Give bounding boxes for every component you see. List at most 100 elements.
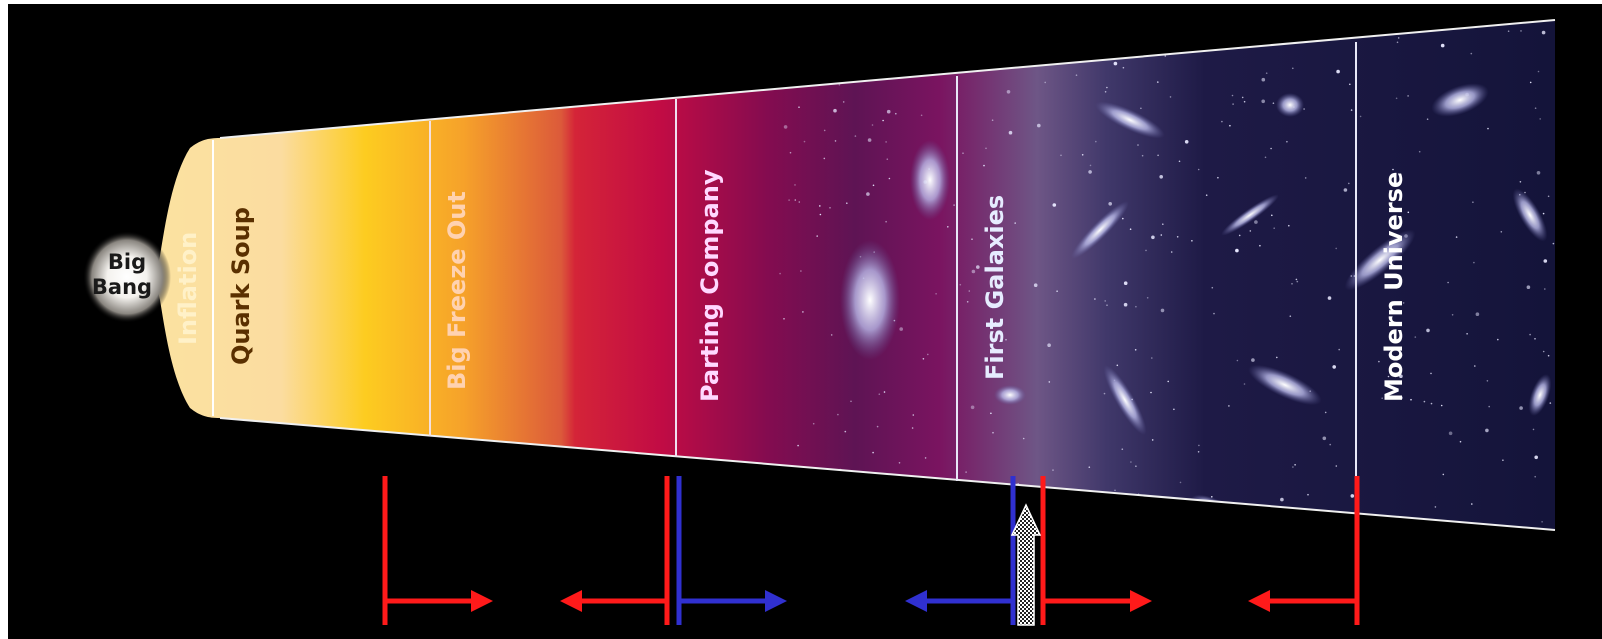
star	[1088, 466, 1091, 469]
arrow-left-icon	[1248, 590, 1270, 612]
star	[1304, 177, 1307, 179]
star	[1322, 436, 1327, 441]
universe-cone	[155, 19, 1556, 531]
star	[885, 141, 887, 143]
star	[1474, 365, 1476, 367]
marker-blue-right	[676, 476, 787, 625]
star	[888, 177, 891, 180]
star	[990, 412, 992, 415]
star	[1145, 249, 1147, 252]
star	[1327, 296, 1332, 300]
star	[1106, 86, 1108, 89]
star	[1137, 144, 1139, 146]
era-label-first-galaxies: First Galaxies	[981, 195, 1009, 380]
star	[1184, 140, 1189, 144]
star	[1056, 290, 1058, 293]
star	[1410, 398, 1412, 401]
star	[1104, 91, 1107, 93]
star	[872, 451, 874, 454]
star	[886, 158, 889, 160]
star	[1329, 443, 1331, 446]
star	[833, 108, 837, 113]
star	[1541, 30, 1546, 35]
galaxy-icon	[1071, 201, 1129, 259]
star	[1459, 440, 1462, 443]
era-label-big-freeze-out: Big Freeze Out	[443, 191, 471, 390]
star	[1396, 41, 1399, 44]
star	[816, 235, 818, 237]
era-label-quark-soup: Quark Soup	[227, 207, 255, 365]
star	[1519, 406, 1523, 410]
star	[1146, 297, 1149, 299]
star	[1343, 188, 1348, 192]
star	[1335, 465, 1338, 467]
star	[1075, 74, 1078, 76]
star	[1488, 405, 1490, 408]
star	[1008, 130, 1013, 135]
star	[1265, 72, 1268, 74]
star	[829, 207, 831, 209]
star	[1471, 503, 1473, 505]
star	[983, 164, 985, 167]
star	[797, 444, 799, 447]
star	[788, 199, 790, 201]
star	[1529, 81, 1532, 84]
star	[1381, 397, 1383, 400]
star	[1497, 338, 1499, 341]
star	[1549, 402, 1552, 404]
star	[1259, 244, 1261, 247]
star	[1442, 473, 1445, 476]
star	[1151, 357, 1153, 359]
star	[1532, 428, 1535, 431]
star	[1534, 338, 1536, 340]
star	[1134, 349, 1137, 351]
star	[1157, 81, 1159, 83]
star	[878, 393, 881, 396]
era-label-inflation: Inflation	[174, 232, 202, 345]
star	[1005, 338, 1007, 341]
star	[1249, 230, 1252, 232]
star	[883, 391, 886, 393]
star	[1095, 140, 1097, 143]
star	[1348, 182, 1350, 185]
star	[1121, 448, 1124, 451]
star	[976, 265, 980, 269]
up-arrow-icon	[1010, 503, 1042, 626]
marker-red-left	[1248, 476, 1360, 625]
star	[1542, 212, 1545, 215]
star	[1108, 202, 1112, 206]
star	[1289, 315, 1292, 318]
arrow-right-icon	[1130, 590, 1152, 612]
star	[1399, 396, 1403, 400]
star	[971, 238, 973, 240]
star	[798, 201, 801, 203]
star	[1547, 354, 1550, 357]
star	[1060, 154, 1062, 157]
star	[1542, 350, 1545, 353]
star	[1485, 428, 1489, 433]
star	[1350, 494, 1355, 498]
star	[1103, 392, 1106, 395]
star	[783, 125, 788, 129]
arrow-left-icon	[905, 590, 927, 612]
star	[1487, 127, 1489, 130]
star	[1519, 181, 1522, 183]
star	[1296, 280, 1299, 283]
star	[966, 301, 969, 303]
star	[885, 220, 887, 223]
star	[871, 124, 874, 126]
star	[1292, 67, 1294, 70]
starfield	[779, 30, 1555, 530]
star	[1170, 251, 1173, 253]
star	[1397, 37, 1400, 39]
star	[1264, 156, 1267, 159]
era-label-parting-company: Parting Company	[696, 169, 724, 402]
star	[1534, 475, 1536, 478]
big-bang-glow: Big Bang	[83, 231, 171, 323]
star	[1164, 55, 1167, 57]
star	[1395, 97, 1398, 100]
galaxy-icon	[1248, 364, 1322, 406]
star	[1534, 455, 1538, 460]
star	[866, 192, 870, 196]
star	[837, 413, 839, 416]
